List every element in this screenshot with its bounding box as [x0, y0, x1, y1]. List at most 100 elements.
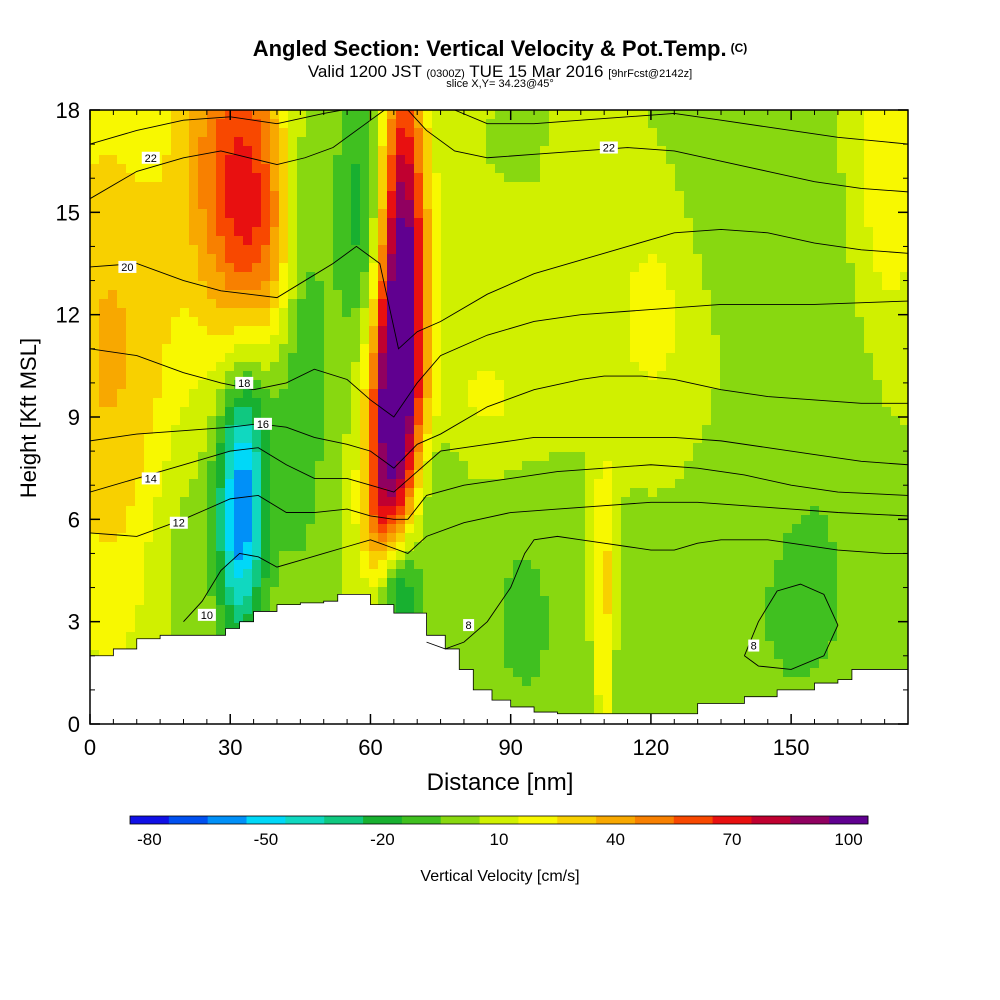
velocity-cell	[423, 128, 433, 138]
velocity-cell	[333, 272, 343, 282]
velocity-cell	[207, 524, 217, 534]
velocity-cell	[135, 596, 145, 606]
velocity-cell	[396, 146, 406, 156]
velocity-cell	[783, 434, 793, 444]
velocity-cell	[747, 182, 757, 192]
velocity-cell	[252, 137, 262, 147]
velocity-cell	[756, 110, 766, 120]
velocity-cell	[828, 164, 838, 174]
velocity-cell	[639, 110, 649, 120]
velocity-cell	[900, 362, 908, 372]
velocity-cell	[369, 407, 379, 417]
velocity-cell	[414, 245, 424, 255]
velocity-cell	[855, 461, 865, 471]
velocity-cell	[324, 164, 334, 174]
velocity-cell	[891, 407, 901, 417]
velocity-cell	[495, 236, 505, 246]
velocity-cell	[837, 236, 847, 246]
velocity-cell	[360, 524, 370, 534]
velocity-cell	[450, 389, 460, 399]
velocity-cell	[117, 560, 127, 570]
velocity-cell	[405, 569, 415, 579]
velocity-cell	[342, 551, 352, 561]
velocity-cell	[819, 425, 829, 435]
velocity-cell	[459, 119, 469, 129]
velocity-cell	[774, 281, 784, 291]
velocity-cell	[432, 200, 442, 210]
velocity-cell	[630, 263, 640, 273]
velocity-cell	[621, 245, 631, 255]
velocity-cell	[837, 479, 847, 489]
velocity-cell	[135, 443, 145, 453]
velocity-cell	[270, 227, 280, 237]
velocity-cell	[153, 380, 163, 390]
velocity-cell	[621, 497, 631, 507]
velocity-cell	[108, 452, 118, 462]
velocity-cell	[594, 470, 604, 480]
velocity-cell	[189, 128, 199, 138]
velocity-cell	[594, 578, 604, 588]
velocity-cell	[774, 578, 784, 588]
velocity-cell	[396, 569, 406, 579]
velocity-cell	[198, 434, 208, 444]
velocity-cell	[90, 362, 100, 372]
velocity-cell	[837, 182, 847, 192]
velocity-cell	[126, 128, 136, 138]
velocity-cell	[666, 515, 676, 525]
velocity-cell	[657, 263, 667, 273]
velocity-cell	[657, 137, 667, 147]
velocity-cell	[279, 389, 289, 399]
velocity-cell	[108, 425, 118, 435]
velocity-cell	[396, 389, 406, 399]
velocity-cell	[135, 560, 145, 570]
velocity-cell	[387, 128, 397, 138]
velocity-cell	[810, 524, 820, 534]
velocity-cell	[711, 299, 721, 309]
velocity-cell	[126, 137, 136, 147]
velocity-cell	[531, 335, 541, 345]
velocity-cell	[198, 209, 208, 219]
velocity-cell	[126, 299, 136, 309]
velocity-cell	[189, 245, 199, 255]
velocity-cell	[189, 353, 199, 363]
velocity-cell	[675, 236, 685, 246]
velocity-cell	[630, 227, 640, 237]
velocity-cell	[432, 434, 442, 444]
velocity-cell	[306, 164, 316, 174]
velocity-cell	[531, 110, 541, 120]
velocity-cell	[198, 425, 208, 435]
velocity-cell	[396, 479, 406, 489]
velocity-cell	[441, 164, 451, 174]
velocity-cell	[288, 407, 298, 417]
velocity-cell	[99, 569, 109, 579]
velocity-cell	[666, 407, 676, 417]
velocity-cell	[324, 110, 334, 120]
velocity-cell	[378, 299, 388, 309]
velocity-cell	[558, 110, 568, 120]
velocity-cell	[405, 515, 415, 525]
velocity-cell	[774, 425, 784, 435]
velocity-cell	[126, 587, 136, 597]
velocity-cell	[513, 398, 523, 408]
velocity-cell	[513, 497, 523, 507]
velocity-cell	[648, 209, 658, 219]
velocity-cell	[756, 245, 766, 255]
velocity-cell	[711, 533, 721, 543]
velocity-cell	[891, 389, 901, 399]
velocity-cell	[198, 470, 208, 480]
velocity-cell	[819, 335, 829, 345]
velocity-cell	[900, 290, 908, 300]
velocity-cell	[144, 560, 154, 570]
velocity-cell	[612, 281, 622, 291]
velocity-cell	[639, 578, 649, 588]
velocity-cell	[774, 155, 784, 165]
velocity-cell	[270, 524, 280, 534]
velocity-cell	[810, 317, 820, 327]
velocity-cell	[261, 344, 271, 354]
velocity-cell	[504, 326, 514, 336]
velocity-cell	[405, 218, 415, 228]
velocity-cell	[279, 524, 289, 534]
velocity-cell	[405, 308, 415, 318]
velocity-cell	[882, 164, 892, 174]
velocity-cell	[792, 488, 802, 498]
